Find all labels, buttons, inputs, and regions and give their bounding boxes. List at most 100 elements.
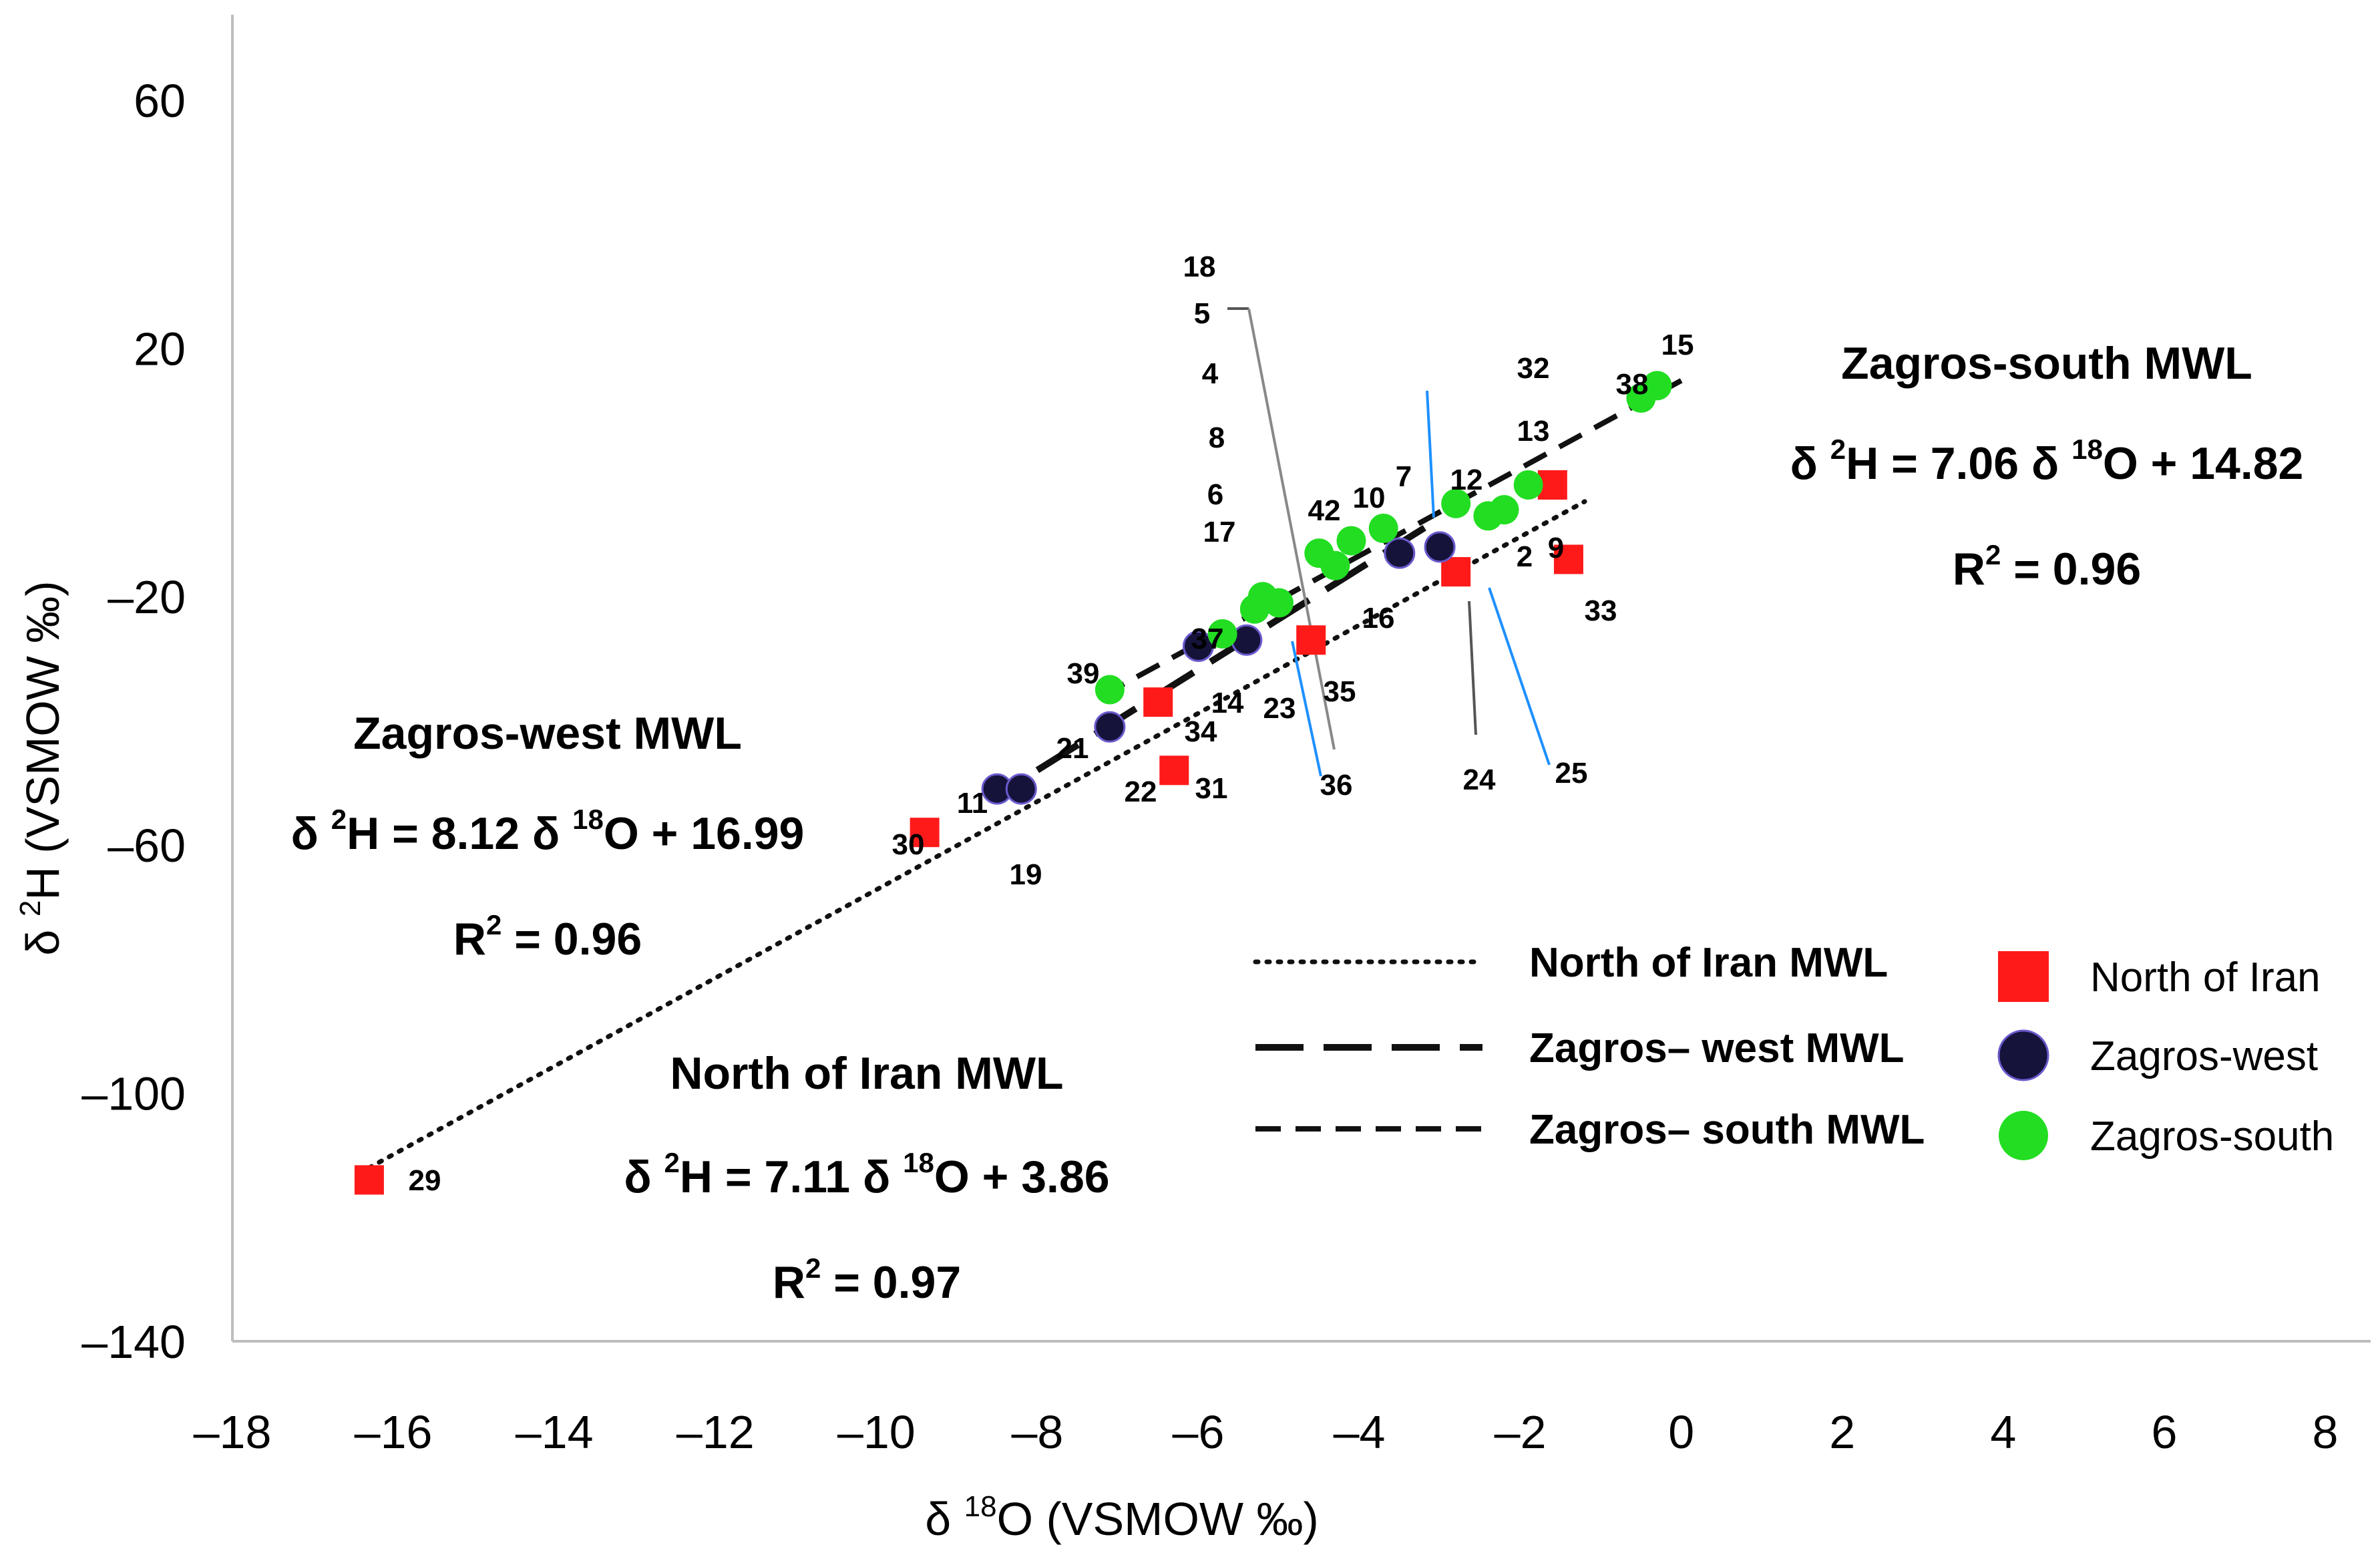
zagros-west-annotation-r2: R2 = 0.96 [453, 909, 642, 965]
point-number-label: 38 [1616, 368, 1649, 401]
zagros-south-annotation-equation-part: O + 14.82 [2103, 438, 2304, 489]
legend-marker-swatch [1997, 1029, 2049, 1081]
legend-marker-label: Zagros-south [2090, 1113, 2334, 1160]
zagros-west-annotation-equation-part: O + 16.99 [604, 808, 805, 859]
legend-marker-swatch [1999, 1111, 2048, 1160]
point-number-label: 36 [1320, 769, 1353, 802]
x-tick-label: –14 [516, 1406, 594, 1458]
zagros-west-point [1384, 537, 1416, 569]
zagros-south-annotation-title: Zagros-south MWL [1841, 338, 2252, 389]
zagros-south-annotation-r2-sup: 2 [1985, 539, 2001, 570]
point-number-label: 31 [1195, 772, 1228, 805]
north-of-iran-point [1296, 625, 1326, 655]
zagros-south-point [1207, 619, 1237, 649]
x-tick-label: 2 [1829, 1406, 1855, 1458]
zagros-south-point [1095, 675, 1125, 705]
x-tick-label: –4 [1334, 1406, 1386, 1458]
leader-line [1468, 600, 1477, 735]
x-tick-label: 8 [2313, 1406, 2339, 1458]
north-of-iran-mwl-line [367, 499, 1587, 1170]
north-of-iran-annotation-r2: R2 = 0.97 [773, 1252, 961, 1308]
y-tick-label: –100 [81, 1067, 186, 1119]
point-number-label: 6 [1207, 478, 1223, 511]
north-of-iran-annotation-equation-sup: 18 [903, 1147, 934, 1178]
x-tick-label: 4 [1990, 1406, 2016, 1458]
x-axis-title-sup: 18 [964, 1490, 997, 1523]
point-number-label: 14 [1211, 687, 1244, 719]
point-number-label: 4 [1202, 357, 1219, 390]
zagros-south-point [1642, 371, 1672, 401]
north-of-iran-annotation-r2-part: = 0.97 [821, 1257, 961, 1308]
zagros-west-annotation-equation-sup: 2 [331, 804, 347, 835]
north-of-iran-annotation-equation: δ 2H = 7.11 δ 18O + 3.86 [624, 1147, 1109, 1202]
point-number-label: 18 [1183, 250, 1216, 283]
zagros-south-point [1441, 488, 1471, 518]
north-of-iran-annotation-equation-sup: 2 [664, 1147, 680, 1178]
y-tick-label: –140 [81, 1316, 186, 1368]
x-tick-label: –8 [1011, 1406, 1063, 1458]
north-of-iran-annotation-r2-sup: 2 [805, 1252, 821, 1284]
north-of-iran-point [1441, 557, 1471, 587]
y-axis-title-sup: 2 [14, 900, 47, 916]
x-axis-title: δ 18O (VSMOW ‰) [925, 1490, 1319, 1545]
x-tick-label: 6 [2151, 1406, 2177, 1458]
point-number-label: 19 [1010, 858, 1042, 891]
point-number-label: 13 [1517, 415, 1550, 448]
point-number-label: 24 [1463, 763, 1496, 796]
zagros-west-annotation-r2-sup: 2 [486, 909, 502, 940]
y-tick-label: 20 [134, 323, 186, 375]
legend: North of Iran MWL Zagros– west MWL Zagros–… [1253, 940, 2334, 1160]
legend-marker-swatch [1998, 951, 2049, 1002]
north-of-iran-annotation-title: North of Iran MWL [670, 1048, 1063, 1099]
north-of-iran-annotation-equation-part: H = 7.11 δ [680, 1152, 903, 1202]
point-number-label: 34 [1185, 715, 1217, 748]
point-number-label: 8 [1209, 421, 1225, 454]
north-of-iran-annotation-equation-part: O + 3.86 [934, 1152, 1110, 1202]
zagros-south-point [1513, 470, 1543, 500]
zagros-south-point [1336, 526, 1366, 556]
north-of-iran-point [910, 818, 940, 848]
point-number-label: 37 [1191, 623, 1224, 655]
data-points [354, 371, 1672, 1195]
zagros-west-annotation-r2-part: = 0.96 [502, 914, 642, 965]
zagros-south-point [1368, 514, 1398, 544]
point-number-label: 35 [1324, 675, 1356, 708]
equation-annotations: Zagros-south MWL δ 2H = 7.06 δ 18O + 14.8… [291, 338, 2304, 1308]
zagros-west-annotation-equation-part: δ [291, 808, 331, 859]
x-tick-label: –10 [837, 1406, 916, 1458]
point-number-label: 2 [1517, 540, 1533, 573]
axes: –18 –16 –14 –12 –10 –8 –6 –4 –2 0 2 4 6 86020–20–60–1… [14, 15, 2371, 1545]
north-of-iran-point [1159, 755, 1189, 786]
leader-line [1291, 641, 1322, 777]
y-axis-title: δ 2H (VSMOW ‰) [14, 580, 69, 955]
zagros-south-annotation-equation: δ 2H = 7.06 δ 18O + 14.82 [1790, 434, 2304, 489]
label-leader-lines [1227, 307, 1551, 777]
point-number-label: 7 [1396, 460, 1412, 493]
zagros-south-point [1320, 550, 1350, 580]
point-number-label: 30 [892, 828, 925, 861]
point-number-label: 9 [1548, 532, 1564, 564]
y-tick-label: 60 [134, 75, 186, 127]
north-of-iran-point [1553, 544, 1583, 574]
y-axis-title-part: H (VSMOW ‰) [17, 580, 69, 900]
point-number-label: 33 [1585, 594, 1617, 627]
legend-line-label: Zagros– west MWL [1529, 1025, 1905, 1071]
zagros-south-point [1264, 588, 1294, 618]
point-number-label: 23 [1263, 692, 1296, 725]
point-number-label: 39 [1067, 657, 1100, 690]
point-number-label: 32 [1517, 352, 1550, 385]
point-number-label: 12 [1450, 464, 1483, 496]
point-number-label: 22 [1125, 775, 1157, 808]
y-tick-label: –60 [108, 820, 186, 872]
leader-line [1426, 390, 1435, 518]
zagros-west-annotation-equation-part: H = 8.12 δ [347, 808, 572, 859]
x-tick-label: –6 [1173, 1406, 1225, 1458]
zagros-west-point [1182, 631, 1214, 663]
point-number-label: 42 [1308, 494, 1341, 527]
point-number-label: 5 [1194, 297, 1210, 330]
zagros-west-annotation-r2-part: R [453, 914, 486, 965]
zagros-west-point [1005, 773, 1037, 805]
zagros-south-annotation-equation-sup: 18 [2071, 434, 2103, 465]
north-of-iran-point [354, 1165, 384, 1195]
